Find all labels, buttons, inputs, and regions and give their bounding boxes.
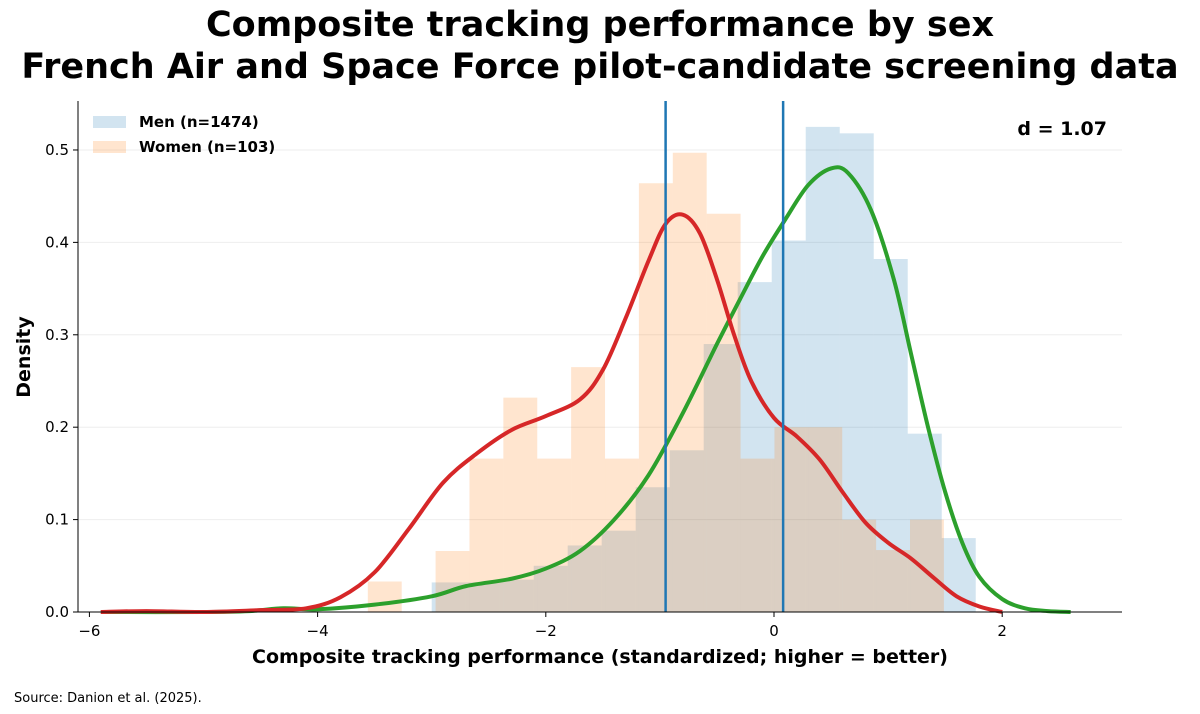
women-histogram-bar — [910, 519, 944, 612]
x-tick-label: −4 — [307, 622, 329, 640]
source-note: Source: Danion et al. (2025). — [14, 691, 202, 706]
x-tick-label: 0 — [769, 622, 779, 640]
axes — [77, 101, 1122, 613]
men-histogram-bar — [601, 530, 636, 612]
women-histogram-bar — [638, 183, 673, 612]
women-histogram-bar — [842, 519, 877, 612]
women-histogram-bar — [571, 367, 606, 612]
legend-swatch-women — [93, 141, 126, 153]
x-axis-label: Composite tracking performance (standard… — [252, 646, 948, 668]
y-tick-label: 0.3 — [45, 326, 69, 344]
x-tick-label: −6 — [78, 622, 100, 640]
women-histogram-bar — [808, 427, 843, 612]
mean-lines — [664, 101, 785, 612]
y-tick-label: 0.0 — [45, 603, 69, 621]
legend: Men (n=1474) Women (n=103) — [93, 113, 275, 156]
men-histogram-bar — [669, 450, 704, 612]
women-histogram — [367, 152, 944, 613]
men-histogram-bar — [771, 240, 806, 612]
men-histogram-bar — [737, 282, 772, 612]
legend-label-women: Women (n=103) — [139, 138, 275, 156]
chart-title-line-1: Composite tracking performance by sex — [206, 5, 994, 45]
x-tick-label: −2 — [535, 622, 557, 640]
y-tick-label: 0.1 — [45, 511, 69, 529]
grid-lines — [78, 149, 1122, 521]
y-axis-label: Density — [13, 316, 35, 398]
women-histogram-bar — [367, 581, 402, 612]
y-tick-label: 0.5 — [45, 141, 69, 159]
women-histogram-bar — [435, 551, 470, 612]
men-histogram-bar — [635, 487, 670, 612]
y-ticks: 0.0 0.1 0.2 0.3 0.4 0.5 — [45, 141, 78, 621]
men-histogram-bar — [533, 565, 568, 612]
men-histogram-bar — [703, 344, 738, 612]
men-kde-curve — [100, 165, 1071, 615]
men-histogram-bar — [941, 538, 976, 612]
effect-size-annotation: d = 1.07 — [1017, 118, 1107, 140]
women-histogram-bar — [672, 152, 707, 613]
legend-swatch-men — [93, 116, 126, 128]
men-histogram-bar — [805, 126, 840, 613]
women-histogram-bar — [740, 458, 775, 612]
men-histogram-bar — [499, 579, 534, 612]
women-histogram-bar — [469, 458, 504, 612]
x-ticks: −6 −4 −2 0 2 — [78, 612, 1007, 640]
men-histogram-bar — [465, 582, 500, 612]
legend-label-men: Men (n=1474) — [139, 113, 259, 131]
women-histogram-bar — [537, 458, 572, 612]
women-histogram-bar — [706, 213, 741, 612]
chart-title-line-2: French Air and Space Force pilot-candida… — [21, 47, 1178, 87]
men-histogram-bar — [839, 133, 874, 612]
y-tick-label: 0.4 — [45, 233, 69, 251]
x-tick-label: 2 — [997, 622, 1007, 640]
women-histogram-bar — [876, 550, 911, 612]
y-tick-label: 0.2 — [45, 418, 69, 436]
women-histogram-bar — [605, 458, 639, 612]
women-histogram-bar — [774, 427, 809, 612]
